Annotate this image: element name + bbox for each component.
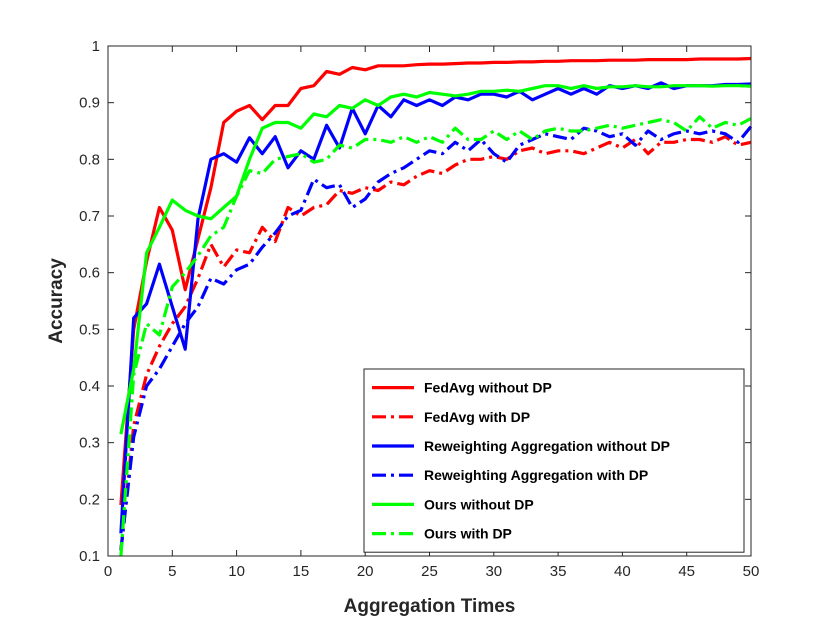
y-tick-label: 0.7 (79, 208, 100, 225)
legend-box (363, 368, 745, 553)
y-tick-label: 1 (92, 38, 100, 55)
legend-label-1: FedAvg without DP (424, 380, 552, 396)
legend-label-5: Ours without DP (424, 496, 534, 512)
series-line-5 (119, 84, 752, 435)
y-tick-label: 0.1 (79, 548, 100, 565)
x-tick-label: 40 (614, 563, 631, 580)
legend-label-4: Reweighting Aggregation with DP (424, 467, 648, 483)
x-tick-label: 25 (421, 563, 438, 580)
tick-layer: 0 5 10 15 20 25 30 35 40 45 50 0.1 0.2 0.3 0.4 0.5 0.6 0.… (79, 38, 759, 580)
legend-label-6: Ours with DP (424, 526, 512, 542)
x-tick-label: 5 (168, 563, 176, 580)
y-tick-label: 0.4 (79, 378, 100, 395)
x-tick-label: 0 (104, 563, 112, 580)
legend-label-3: Reweighting Aggregation without DP (424, 438, 670, 454)
x-tick-label: 15 (293, 563, 310, 580)
x-axis-label: Aggregation Times (344, 596, 516, 617)
y-tick-label: 0.8 (79, 151, 100, 168)
x-tick-label: 45 (678, 563, 695, 580)
y-tick-label: 0.5 (79, 321, 100, 338)
y-tick-label: 0.3 (79, 435, 100, 452)
legend-label-2: FedAvg with DP (424, 409, 530, 425)
x-tick-label: 50 (743, 563, 760, 580)
legend: FedAvg without DP FedAvg with DP Reweighti… (363, 368, 745, 553)
y-axis-label: Accuracy (46, 258, 67, 344)
y-tick-label: 0.9 (79, 95, 100, 112)
x-tick-label: 35 (550, 563, 567, 580)
y-tick-label: 0.6 (79, 265, 100, 282)
legend-items: FedAvg without DP FedAvg with DP Reweighti… (372, 380, 670, 542)
series-line-2 (119, 135, 752, 551)
series-line-1 (119, 56, 752, 506)
series-line-4 (119, 125, 753, 551)
x-tick-label: 20 (357, 563, 374, 580)
x-tick-label: 10 (228, 563, 245, 580)
series-line-6 (119, 115, 752, 557)
y-tick-label: 0.2 (79, 491, 100, 508)
x-tick-label: 30 (485, 563, 502, 580)
series-layer (119, 56, 753, 557)
